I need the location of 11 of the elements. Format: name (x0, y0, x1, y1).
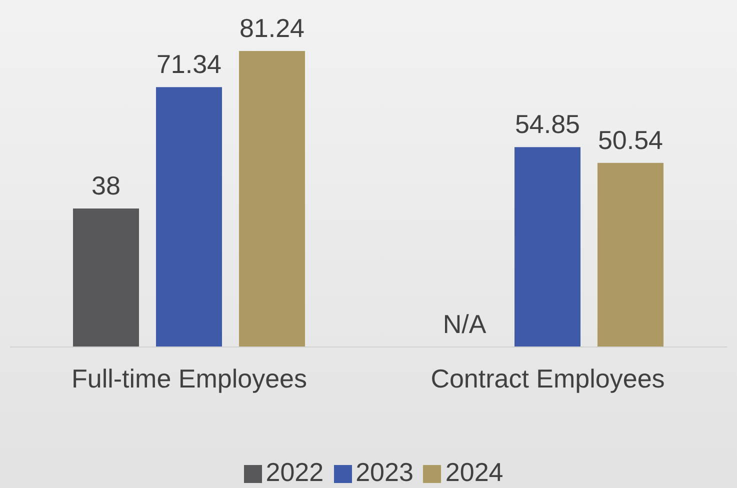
legend-label: 2023 (356, 457, 414, 487)
x-tick-label: Contract Employees (430, 363, 665, 394)
text: N/A (442, 309, 486, 339)
data-label: 54.85 (514, 109, 580, 140)
data-label: 38 (92, 170, 120, 201)
data-label: 50.54 (598, 124, 664, 155)
data-label: 81.24 (239, 13, 305, 43)
legend-label: 2024 (445, 457, 504, 487)
legend-label: 2022 (266, 457, 324, 487)
x-tick-label: Full-time Employees (71, 363, 308, 394)
data-label: 71.34 (156, 49, 222, 80)
